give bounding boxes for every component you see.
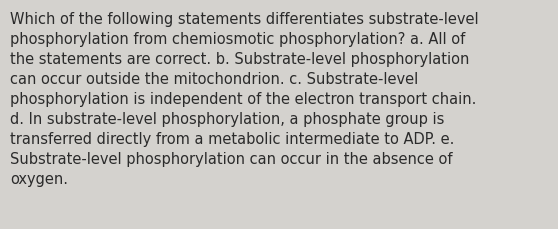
Text: Which of the following statements differentiates substrate-level
phosphorylation: Which of the following statements differ… <box>10 12 479 186</box>
